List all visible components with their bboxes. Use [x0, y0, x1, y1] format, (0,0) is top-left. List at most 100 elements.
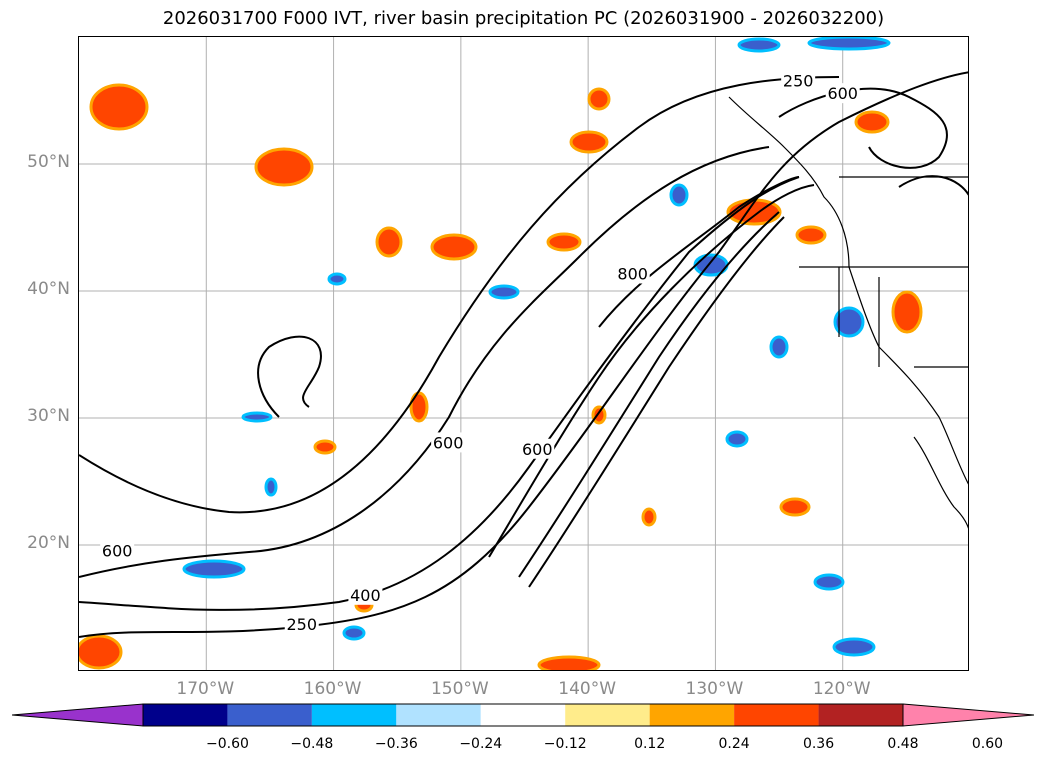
precip-negative-patch	[264, 477, 278, 497]
baja-coast	[913, 436, 968, 529]
contour-label: 600	[522, 440, 553, 459]
longitude-label: 120°W	[812, 679, 871, 699]
longitude-label: 130°W	[685, 679, 744, 699]
ivt-contour-600	[79, 146, 770, 578]
ivt-contour-600	[898, 175, 968, 196]
precip-negative-patch	[832, 637, 876, 657]
colorbar-segment	[649, 704, 735, 726]
colorbar-extend-min	[12, 703, 144, 727]
colorbar-tick-label: −0.60	[205, 736, 249, 752]
precip-positive-patch	[375, 226, 403, 258]
ivt-contour-250	[79, 76, 840, 514]
precip-negative-patch	[669, 183, 689, 207]
longitude-label: 140°W	[558, 679, 617, 699]
colorbar-segment	[565, 704, 650, 726]
colorbar-outline	[142, 703, 904, 727]
precip-patches	[79, 37, 923, 670]
graticule	[79, 37, 968, 670]
ivt-contour-600	[257, 335, 322, 418]
contour-label-background	[348, 584, 383, 605]
precip-positive-patch	[537, 655, 601, 670]
latitude-label: 20°N	[27, 533, 70, 553]
colorbar-tick-label: 0.60	[971, 736, 1004, 752]
longitude-label: 160°W	[303, 679, 362, 699]
colorbar-segment	[818, 704, 903, 726]
colorbar-tick-label: −0.48	[290, 736, 334, 752]
precip-positive-patch	[641, 507, 657, 527]
map-canvas: 250 600 800 600 600 600 400 250	[79, 37, 968, 670]
map-panel: 250 600 800 600 600 600 400 250	[78, 36, 969, 671]
colorbar-segment	[227, 704, 312, 726]
colorbar-extend-max	[902, 703, 1034, 727]
latitude-label: 50°N	[27, 152, 70, 172]
ivt-contour-400	[79, 176, 800, 611]
precip-negative-patch	[342, 625, 366, 641]
colorbar-tick-label: 0.36	[802, 736, 835, 752]
colorbar-tick-label: −0.12	[543, 736, 587, 752]
colorbar-tick-label: −0.36	[374, 736, 418, 752]
colorbar-segment	[734, 704, 819, 726]
colorbar-segment	[143, 704, 228, 726]
precip-positive-patch	[409, 391, 429, 423]
colorbar-segment	[311, 704, 397, 726]
longitude-label: 150°W	[430, 679, 489, 699]
contour-label-background	[284, 614, 319, 635]
north-america-coast	[728, 96, 968, 485]
precip-positive-patch	[587, 87, 611, 111]
precip-negative-patch	[488, 284, 520, 300]
ivt-contour-250	[79, 71, 968, 638]
precip-negative-patch	[737, 37, 781, 53]
coastline	[728, 96, 968, 529]
latitude-label: 30°N	[27, 406, 70, 426]
precip-negative-patch	[769, 335, 789, 359]
precip-negative-patch	[725, 430, 749, 448]
ivt-contour-800	[598, 176, 800, 328]
precip-negative-patch	[807, 37, 891, 51]
colorbar-tick-label: 0.12	[634, 736, 666, 752]
longitude-label: 170°W	[176, 679, 235, 699]
precip-positive-patch	[546, 232, 582, 252]
precip-positive-patch	[254, 147, 314, 187]
colorbar-tick-label: 0.48	[887, 736, 919, 752]
precip-negative-patch	[327, 272, 347, 286]
precip-negative-patch	[241, 411, 273, 423]
precip-positive-patch	[89, 83, 149, 131]
colorbar	[12, 703, 1034, 727]
precip-positive-patch	[79, 634, 123, 670]
precip-positive-patch	[795, 225, 827, 245]
precip-positive-patch	[779, 497, 811, 517]
precip-positive-patch	[591, 405, 607, 425]
contour-label-background	[825, 83, 860, 104]
ivt-contours	[79, 71, 968, 638]
precip-negative-patch	[833, 306, 865, 338]
ivt-contour-1000	[528, 216, 785, 588]
precip-positive-patch	[313, 439, 337, 455]
contour-label: 600	[827, 84, 858, 103]
ivt-contour-600	[488, 184, 815, 558]
contour-label: 800	[617, 264, 648, 283]
contour-label-background	[615, 263, 650, 284]
colorbar-segment	[480, 704, 566, 726]
colorbar-tick-label: −0.24	[459, 736, 503, 752]
latitude-label: 40°N	[27, 279, 70, 299]
precip-positive-patch	[430, 233, 478, 261]
colorbar-tick-label: 0.24	[718, 736, 750, 752]
contour-label-background	[520, 438, 555, 459]
contour-label: 600	[102, 541, 133, 560]
contour-label-background	[100, 540, 135, 561]
contour-labels: 250 600 800 600 600 600 400 250	[100, 70, 860, 635]
colorbar-segment	[396, 704, 481, 726]
contour-label-background	[781, 70, 816, 91]
ivt-contour-800	[518, 211, 780, 578]
contour-label: 400	[350, 586, 381, 605]
contour-label: 600	[433, 433, 464, 452]
page-title: 2026031700 F000 IVT, river basin precipi…	[162, 8, 885, 29]
precip-negative-patch	[182, 559, 246, 579]
precip-positive-patch	[854, 110, 890, 134]
precip-negative-patch	[813, 573, 845, 591]
contour-label-background	[431, 432, 466, 453]
precip-positive-patch	[891, 290, 923, 334]
contour-label: 250	[286, 615, 317, 634]
state-border	[799, 266, 968, 368]
contour-label: 250	[783, 71, 814, 90]
